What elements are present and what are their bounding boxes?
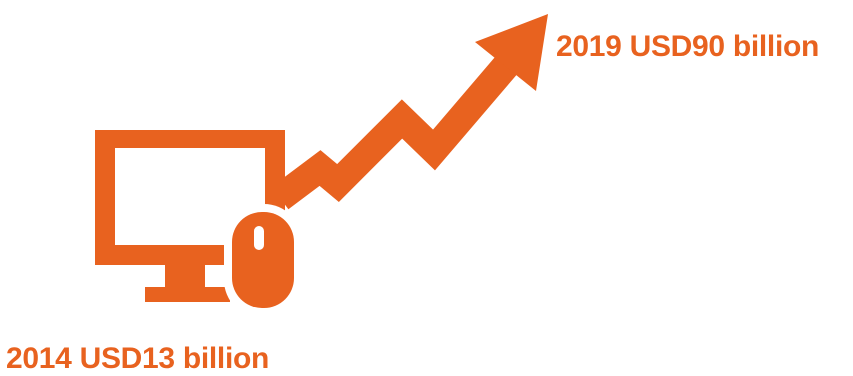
- start-value-label: 2014 USD13 billion: [6, 342, 270, 375]
- end-value-label: 2019 USD90 billion: [556, 30, 820, 63]
- rising-trend-arrow-icon: [271, 14, 548, 210]
- computer-mouse-icon: [224, 204, 302, 318]
